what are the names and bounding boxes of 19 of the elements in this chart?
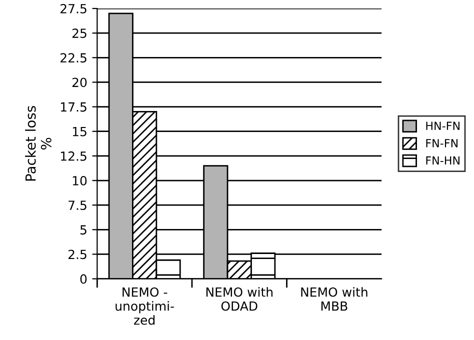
y-axis-title: Packet loss % xyxy=(25,106,52,181)
y-tick-label: 22.5 xyxy=(60,53,86,63)
legend-label: HN-FN xyxy=(426,122,460,130)
y-tick-label: 7.5 xyxy=(68,200,86,210)
y-tick-label: 0 xyxy=(80,274,87,284)
y-tick-label: 2.5 xyxy=(68,250,86,260)
x-tick-label: NEMO with ODAD xyxy=(206,287,272,311)
y-tick-label: 17.5 xyxy=(60,102,86,112)
y-tick-label: 15 xyxy=(72,127,86,136)
y-tick-label: 20 xyxy=(72,78,87,88)
x-tick-label: NEMO with MBB xyxy=(301,287,368,311)
y-tick-label: 25 xyxy=(72,28,86,38)
y-tick-label: 12.5 xyxy=(60,151,86,161)
y-tick-label: 5 xyxy=(80,225,86,235)
legend-label: FN-FN xyxy=(426,139,458,148)
legend-label: FN-HN xyxy=(426,156,460,165)
x-tick-label: NEMO - unoptimi- zed xyxy=(116,287,174,325)
y-tick-label: 27.5 xyxy=(60,4,86,14)
y-tick-label: 10 xyxy=(72,176,87,186)
